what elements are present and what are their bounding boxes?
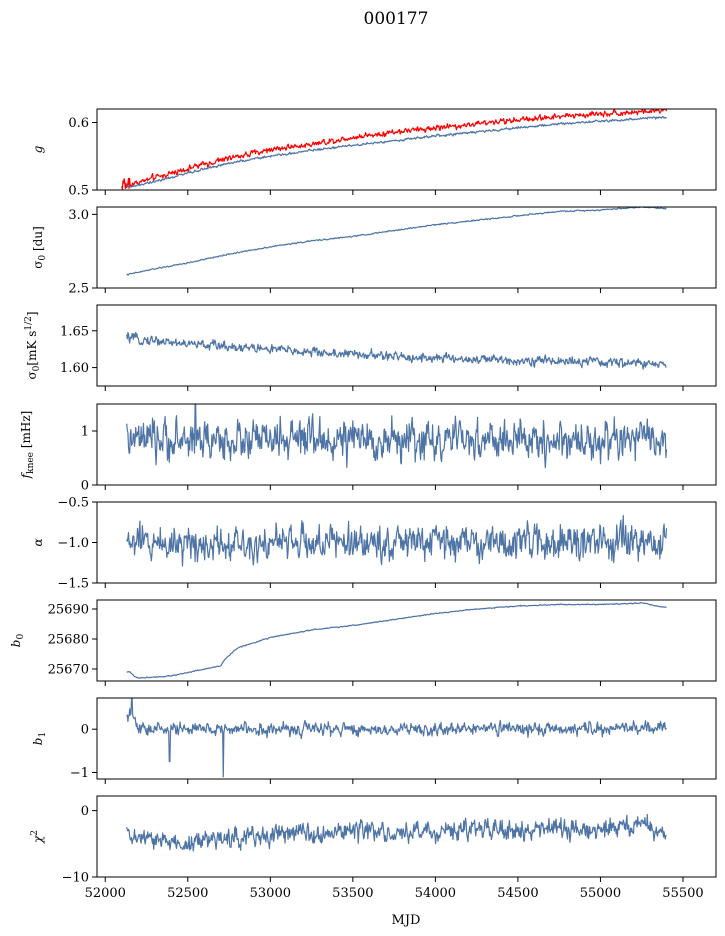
series-line-3-0 [126, 404, 668, 469]
y-tick-label-6-1: 0 [81, 723, 89, 738]
y-tick-label-2-0: 1.60 [60, 361, 89, 376]
series-line-5-0 [126, 602, 667, 679]
series-line-6-0 [126, 698, 667, 778]
series-line-1-0 [126, 207, 667, 276]
y-tick-label-5-2: 25690 [48, 603, 89, 618]
y-tick-label-1-0: 2.5 [68, 282, 89, 297]
subplot-3: 0 1 fknee [mHz] [19, 403, 717, 494]
subplot-5: 25670 25680 25690 b0 [9, 599, 717, 686]
subplot-1: 2.5 3.0 σ0 [du] [31, 206, 717, 297]
y-axis-label-3: fknee [mHz] [19, 411, 36, 480]
y-tick-label-4-1: −1.0 [57, 536, 89, 551]
y-tick-label-0-0: 0.5 [68, 184, 89, 199]
y-tick-label-4-0: −1.5 [57, 577, 89, 592]
figure-title: 000177 [364, 9, 429, 29]
x-tick-label-1: 52500 [167, 886, 208, 901]
x-tick-label-3: 53500 [332, 886, 373, 901]
x-tick-label-0: 52000 [85, 886, 126, 901]
y-tick-label-6-0: −1 [70, 766, 89, 781]
y-tick-label-5-0: 25670 [48, 663, 89, 678]
subplot-0: 0.5 0.6 g [31, 108, 717, 199]
plot-frame-6 [96, 697, 717, 780]
y-tick-label-3-0: 0 [81, 479, 89, 494]
plot-frame-2 [96, 304, 717, 387]
series-line-0-1 [126, 115, 667, 188]
x-tick-label-7: 55500 [662, 886, 703, 901]
subplot-4: −1.5 −1.0 −0.5 α [31, 496, 717, 592]
subplot-7: −10 0 52000 52500 53000 53500 54000 54500 55000 5… [30, 795, 717, 901]
series-line-7-0 [126, 813, 667, 852]
y-axis-label-5: b0 [9, 634, 26, 648]
series-line-0-0 [121, 109, 668, 190]
y-axis-label-2: σ0[mK s1/2] [24, 311, 42, 379]
subplot-2: 1.60 1.65 σ0[mK s1/2] [24, 304, 717, 391]
plot-frame-0 [96, 108, 717, 191]
x-tick-label-6: 55000 [580, 886, 621, 901]
y-axis-label-4: α [31, 538, 45, 546]
plot-frame-7 [96, 795, 717, 878]
y-tick-label-4-2: −0.5 [57, 496, 89, 511]
y-axis-label-1: σ0 [du] [31, 226, 48, 269]
x-tick-label-5: 54500 [497, 886, 538, 901]
plot-frame-1 [96, 206, 717, 289]
x-tick-label-2: 53000 [250, 886, 291, 901]
plot-frame-3 [96, 403, 717, 486]
x-tick-label-4: 54000 [415, 886, 456, 901]
y-axis-label-0: g [31, 145, 45, 153]
subplot-stack: 0.5 0.6 g 2.5 3.0 σ0 [du] 1.60 1.65 σ0[mK s1/2] 0… [9, 108, 717, 901]
series-line-4-0 [126, 515, 668, 567]
plot-frame-5 [96, 599, 717, 682]
y-tick-label-0-1: 0.6 [68, 116, 89, 131]
y-tick-label-2-1: 1.65 [60, 324, 89, 339]
y-tick-label-1-1: 3.0 [68, 208, 89, 223]
y-axis-label-6: b1 [31, 732, 48, 745]
y-tick-label-3-1: 1 [81, 425, 89, 440]
y-tick-label-7-0: −10 [62, 871, 89, 886]
y-axis-label-7: χ2 [30, 830, 45, 844]
y-tick-label-5-1: 25680 [48, 633, 89, 648]
series-line-2-0 [126, 332, 667, 370]
subplot-6: −1 0 b1 [31, 697, 717, 784]
y-tick-label-7-1: 0 [81, 804, 89, 819]
x-axis-label: MJD [392, 913, 421, 928]
